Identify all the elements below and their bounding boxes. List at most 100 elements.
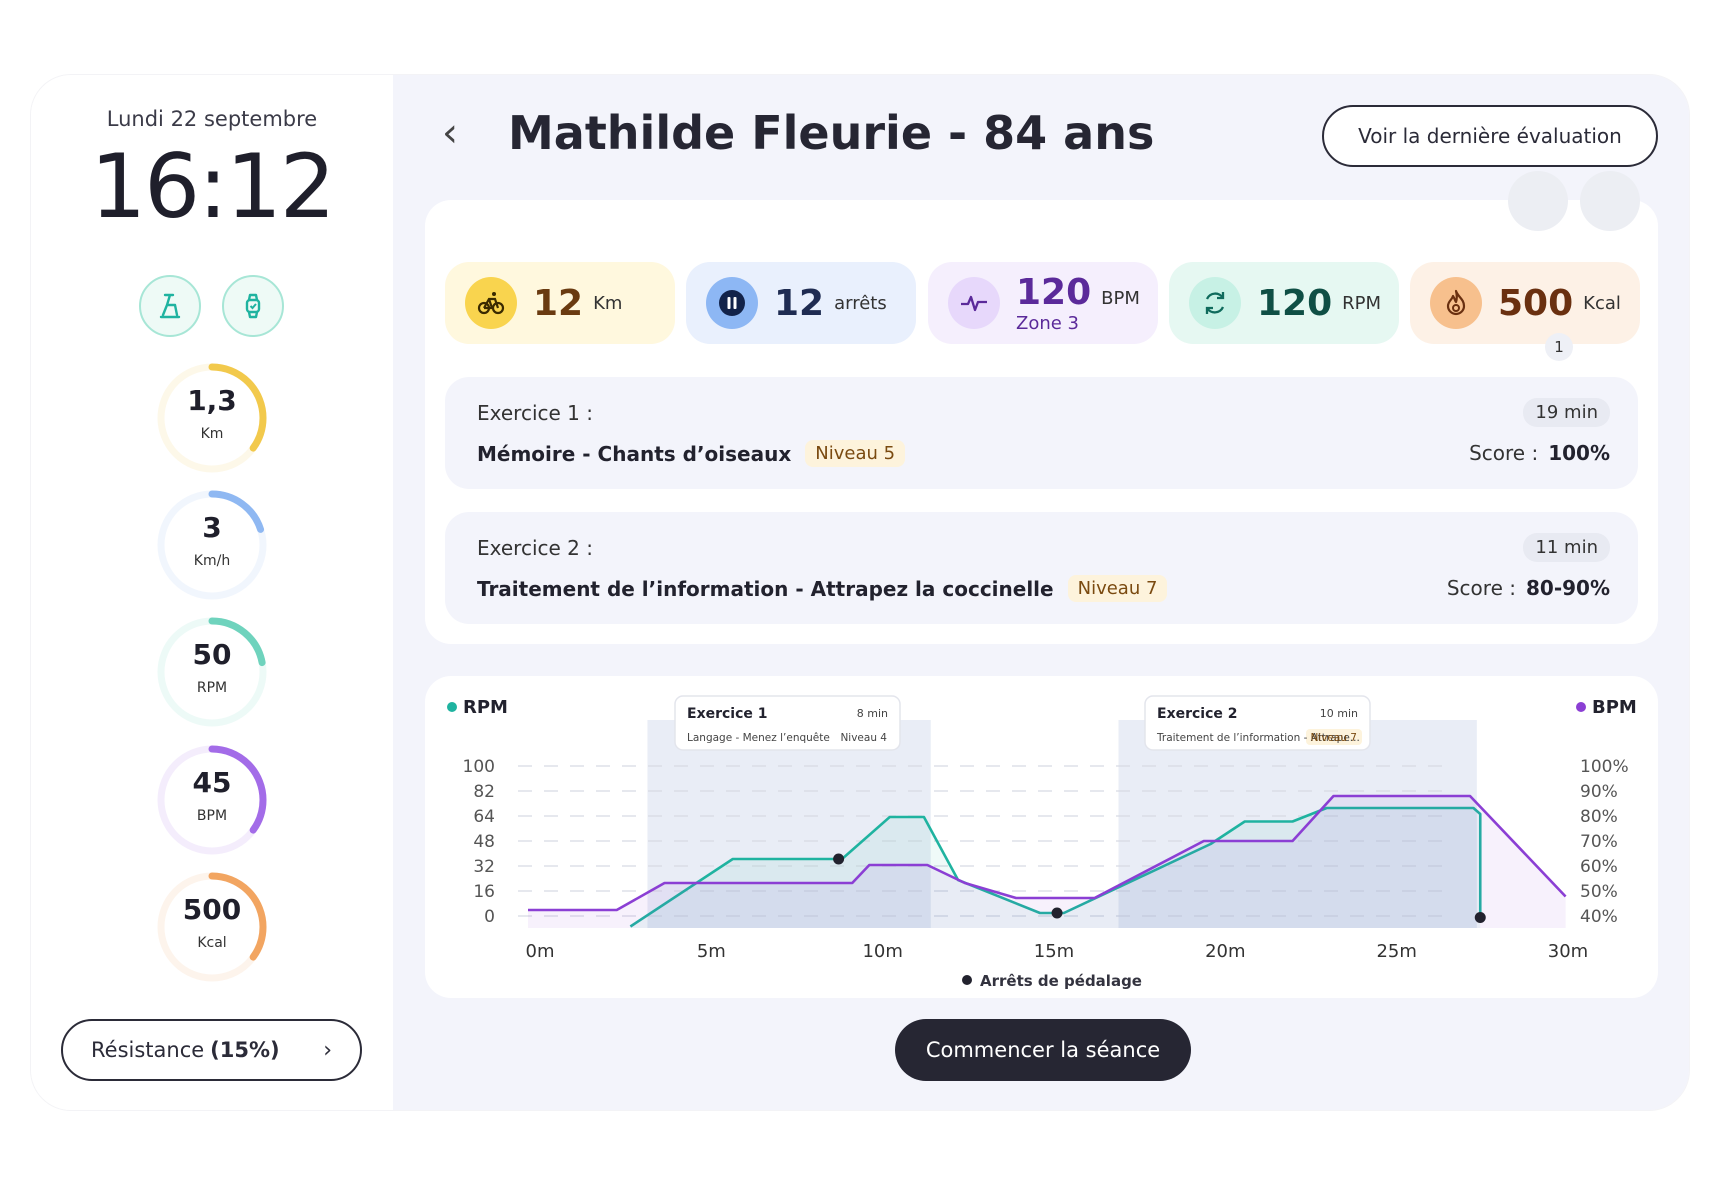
stat-cadence: 120 RPM: [1169, 262, 1399, 344]
cadence-icon: [1189, 277, 1241, 329]
exercise-card-2[interactable]: Exercice 2 : Traitement de l’information…: [445, 512, 1638, 624]
exercise-zone-2: [1118, 720, 1477, 928]
stat-distance: 12 Km: [445, 262, 675, 344]
pedal-stop-marker: [1474, 912, 1486, 923]
bpm-legend-dot: [1576, 702, 1586, 712]
exercise-duration: 19 min: [1523, 398, 1610, 427]
gauge-ring: [157, 490, 267, 600]
gauge-unit: Km: [200, 426, 224, 442]
x-tick-label: 30m: [1548, 941, 1588, 962]
current-time: 16:12: [90, 135, 336, 238]
calories-badge: 1: [1545, 333, 1573, 361]
score-label: Score :: [1446, 576, 1516, 600]
exercise-label: Exercice 1 :: [477, 401, 593, 425]
gauge-value: 1,3: [187, 384, 237, 417]
callout-level-bg: [836, 729, 892, 745]
session-chart: 100 82 64 48 32 16 0 100% 90% 80% 70% 60% 50% 40% 0m 5m…: [447, 695, 1637, 990]
gauge-rpm: 50 RPM: [152, 612, 272, 732]
pedal-stop-marker: [1051, 907, 1063, 919]
settings-shortcut: [1508, 171, 1568, 231]
callout-subtitle: Traitement de l’information - Attrape...: [1156, 732, 1360, 744]
heart-rate-icon: [948, 277, 1000, 329]
callout-duration: 10 min: [1320, 707, 1358, 720]
y-right-tick-label: 80%: [1580, 807, 1618, 827]
page-title: Mathilde Fleurie - 84 ans: [508, 106, 1155, 160]
resistance-button[interactable]: Résistance (15%) ›: [61, 1019, 362, 1081]
pedal-stop-legend-label: Arrêts de pédalage: [980, 972, 1142, 990]
back-button[interactable]: ‹: [442, 110, 458, 156]
stat-calories-value: 500: [1498, 282, 1574, 324]
callout-level-bg: [1306, 729, 1362, 745]
gauge-unit: RPM: [196, 680, 228, 696]
series-area-rpm: [630, 808, 1481, 928]
stat-calories: 500 Kcal: [1410, 262, 1640, 344]
gauge-unit: Kcal: [197, 935, 227, 951]
score-value: 100%: [1548, 441, 1610, 465]
gauge-value: 45: [192, 766, 232, 799]
exercise-duration: 11 min: [1523, 533, 1610, 562]
stat-stops-unit: arrêts: [834, 292, 887, 314]
stat-stops: 12 arrêts: [686, 262, 916, 344]
series-line-bpm: [528, 794, 1567, 912]
watch-device-button[interactable]: [222, 275, 284, 337]
exercise-name-wrap: Traitement de l’information - Attrapez l…: [477, 575, 1168, 602]
last-evaluation-button[interactable]: Voir la dernière évaluation: [1322, 105, 1658, 167]
y-left-tick-label: 82: [473, 782, 495, 802]
pedal-stop-marker: [833, 853, 845, 865]
exercise-card-1[interactable]: Exercice 1 : Mémoire - Chants d’oiseaux …: [445, 377, 1638, 489]
rpm-legend-label: RPM: [463, 697, 508, 718]
flame-icon: [1430, 277, 1482, 329]
y-right-tick-label: 90%: [1580, 782, 1618, 802]
watch-icon: [245, 293, 261, 319]
gauge-ring: [157, 872, 267, 982]
session-chart-panel: 100 82 64 48 32 16 0 100% 90% 80% 70% 60% 50% 40% 0m 5m…: [425, 676, 1658, 998]
exercise-name: Traitement de l’information - Attrapez l…: [477, 576, 1054, 601]
gauge-km: 1,3 Km: [152, 358, 272, 478]
exercise-name: Mémoire - Chants d’oiseaux: [477, 441, 792, 466]
callout-duration: 8 min: [857, 707, 888, 720]
bike-device-button[interactable]: [139, 275, 201, 337]
exercise-name-wrap: Mémoire - Chants d’oiseaux Niveau 5: [477, 440, 906, 467]
bpm-legend-label: BPM: [1592, 697, 1637, 718]
current-date: Lundi 22 septembre: [106, 107, 318, 131]
y-left-tick-label: 48: [473, 832, 495, 852]
exercise-level-badge: Niveau 5: [805, 440, 906, 467]
stat-cadence-value: 120: [1257, 282, 1333, 324]
exercise-level-badge: Niveau 7: [1067, 575, 1168, 602]
y-left-tick-label: 64: [473, 807, 495, 827]
gauge-value: 50: [192, 638, 232, 671]
x-tick-label: 20m: [1205, 941, 1245, 962]
stat-cadence-unit: RPM: [1342, 292, 1382, 314]
score-label: Score :: [1469, 441, 1539, 465]
y-right-tick-label: 40%: [1580, 907, 1618, 927]
gauge-ring: [157, 745, 267, 855]
gauge-ring: [157, 363, 267, 473]
stat-distance-value: 12: [533, 282, 584, 324]
pause-icon: [706, 277, 758, 329]
chevron-right-icon: ›: [323, 1037, 332, 1063]
y-left-tick-label: 100: [463, 757, 495, 777]
x-tick-label: 15m: [1034, 941, 1074, 962]
start-session-button[interactable]: Commencer la séance: [895, 1019, 1191, 1081]
y-left-tick-label: 0: [484, 907, 495, 927]
callout-subtitle: Langage - Menez l’enquête: [687, 732, 830, 744]
callout-level: Niveau 4: [840, 732, 887, 744]
stat-distance-unit: Km: [593, 292, 623, 314]
y-right-tick-label: 60%: [1580, 857, 1618, 877]
message-shortcut: [1580, 171, 1640, 231]
y-right-tick-label: 50%: [1580, 882, 1618, 902]
series-area-bpm: [528, 796, 1566, 928]
gauge-bpm: 45 BPM: [152, 740, 272, 860]
resistance-value: (15%): [210, 1038, 280, 1062]
stat-calories-unit: Kcal: [1583, 292, 1621, 314]
stat-heart-rate-value: 120: [1016, 272, 1092, 313]
callout-title: Exercice 2: [1157, 706, 1238, 722]
x-tick-label: 0m: [526, 941, 555, 962]
gauge-km-h: 3 Km/h: [152, 485, 272, 605]
rpm-legend-dot: [447, 702, 457, 712]
x-tick-label: 5m: [697, 941, 726, 962]
x-tick-label: 10m: [862, 941, 902, 962]
bike-connection-icon: [159, 293, 181, 319]
gauge-kcal: 500 Kcal: [152, 867, 272, 987]
stat-heart-rate-zone: Zone 3: [1016, 313, 1079, 334]
